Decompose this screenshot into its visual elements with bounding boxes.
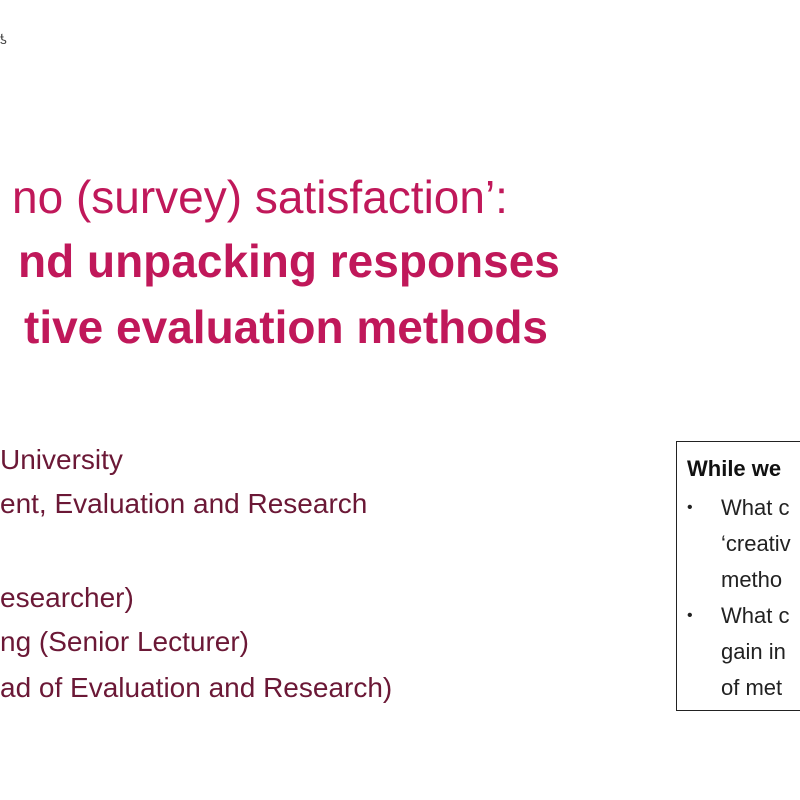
prompt-item: • What c ‘creativ metho xyxy=(677,490,800,598)
prompt-item-line: gain in xyxy=(721,639,786,664)
bullet-icon: • xyxy=(687,499,693,516)
prompt-heading: While we xyxy=(687,456,782,481)
prompt-item-line: ‘creativ xyxy=(721,531,791,556)
discussion-prompt-box: While we • What c ‘creativ metho • What … xyxy=(676,441,800,711)
prompt-item-line: What c xyxy=(721,603,790,628)
title-line-3: tive evaluation methods xyxy=(24,301,549,353)
prompt-item-line: What c xyxy=(721,495,790,520)
author-line-3: ad of Evaluation and Research) xyxy=(0,672,393,703)
corner-mark: ƾ xyxy=(0,31,7,47)
prompt-list: • What c ‘creativ metho • What c gain in… xyxy=(677,490,800,706)
author-line-2: ng (Senior Lecturer) xyxy=(0,626,250,657)
prompt-item-line: metho xyxy=(721,567,783,592)
author-line-1: esearcher) xyxy=(0,582,134,613)
bullet-icon: • xyxy=(687,607,693,624)
title-line-1: no (survey) satisfaction’: xyxy=(12,171,508,223)
institution-line: University xyxy=(0,444,123,475)
prompt-item-line: of met xyxy=(721,675,783,700)
department-line: ent, Evaluation and Research xyxy=(0,488,368,519)
prompt-item: • What c gain in of met xyxy=(677,598,800,706)
title-line-2: nd unpacking responses xyxy=(18,235,560,287)
